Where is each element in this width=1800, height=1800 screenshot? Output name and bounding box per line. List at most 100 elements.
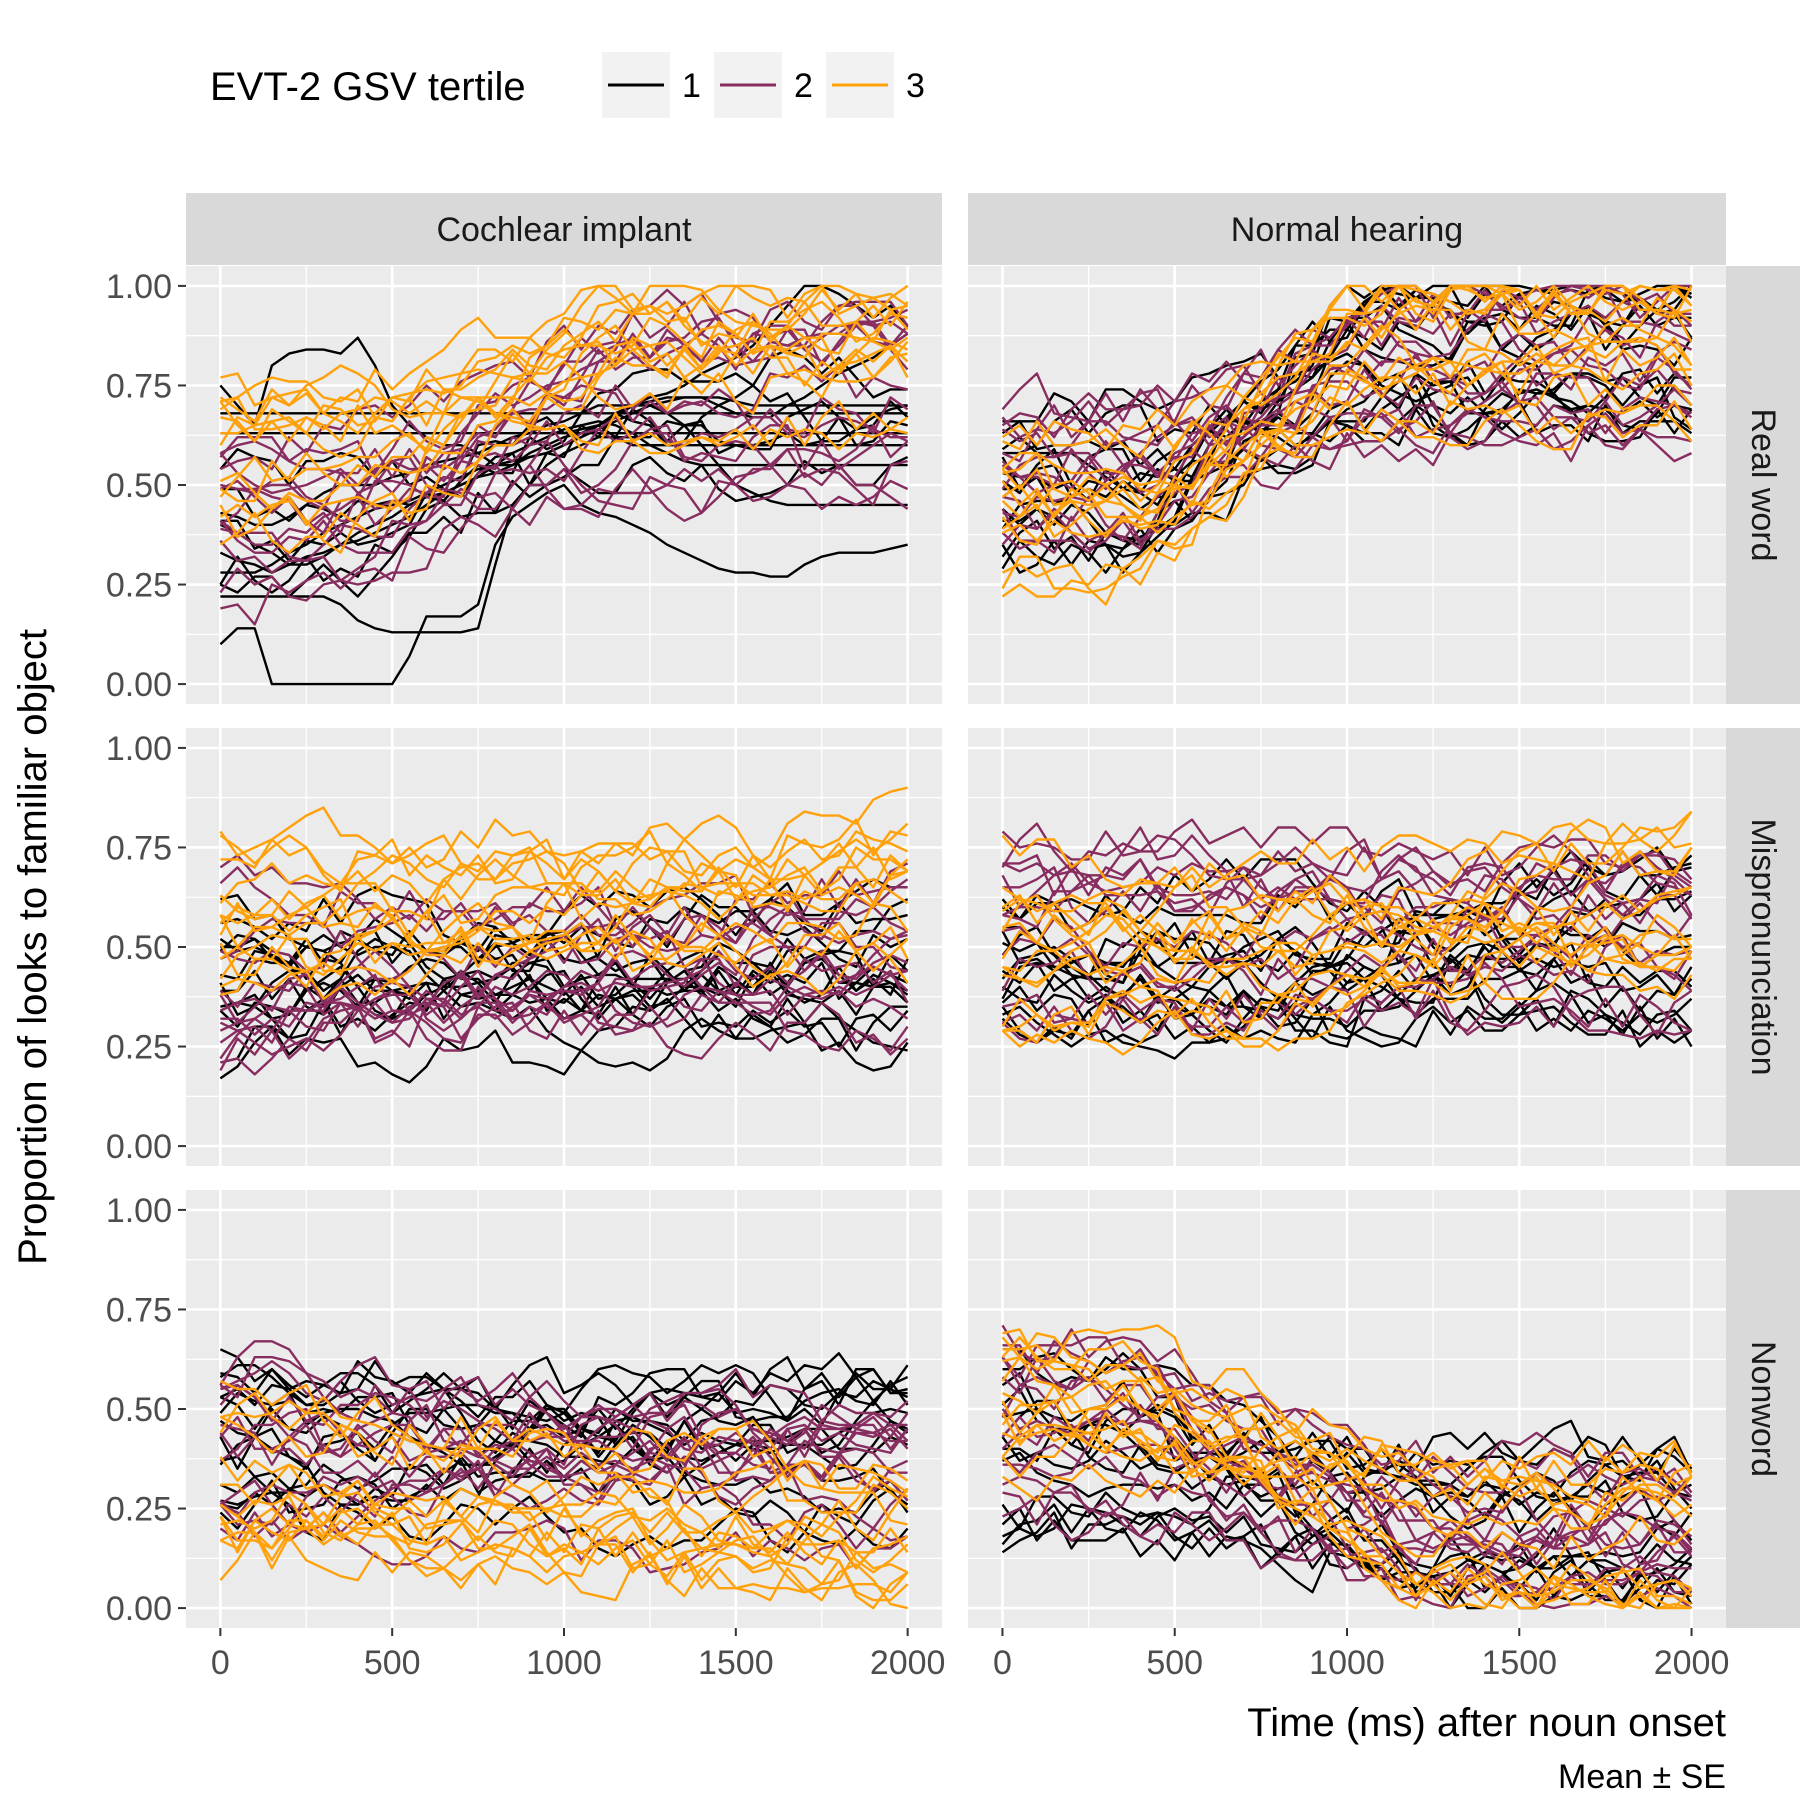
y-tick-label: 1.00 [106, 1192, 172, 1230]
series-line-tertile-2 [219, 424, 909, 602]
series-line-tertile-1 [1001, 404, 1693, 471]
series-line-tertile-1 [220, 436, 908, 634]
series-line-tertile-1 [219, 483, 908, 686]
series-line-tertile-2 [220, 416, 909, 562]
series-line-tertile-3 [1001, 810, 1693, 949]
series-line-tertile-3 [1002, 846, 1693, 977]
y-axis-title: Proportion of looks to familiar object [11, 629, 55, 1265]
series-line-tertile-1 [1002, 352, 1692, 455]
panel-cochlear-implant-mispronunciation [186, 728, 942, 1166]
series-line-tertile-1 [1001, 372, 1693, 491]
series-line-tertile-3 [1001, 1336, 1693, 1610]
y-tick-label: 1.00 [106, 268, 172, 306]
series-line-tertile-3 [1001, 1332, 1693, 1570]
y-tick-label: 0.75 [106, 1291, 172, 1329]
series-line-tertile-1 [219, 894, 908, 1012]
facet-strips: Cochlear implant Normal hearing Real word M… [186, 193, 1800, 1628]
x-tick-label: 1500 [1481, 1644, 1557, 1682]
strip-row-label: Nonword [1744, 1341, 1782, 1477]
strip-row-label: Mispronunciation [1744, 818, 1782, 1075]
series-line-tertile-2 [219, 1423, 908, 1526]
series-line-tertile-1 [1001, 1459, 1692, 1530]
series-line-tertile-3 [1001, 336, 1692, 594]
series-line-tertile-3 [1002, 304, 1693, 495]
strip-row-bg [1726, 1190, 1800, 1628]
series-line-tertile-3 [219, 929, 909, 977]
series-line-tertile-1 [1001, 985, 1693, 1048]
axes: 0.00 0.25 0.50 0.75 1.00 0.00 0.25 0.50 0.75 1.00… [106, 268, 1730, 1682]
x-tick-label: 1000 [1309, 1644, 1385, 1682]
series-line-tertile-3 [219, 284, 909, 538]
series-line-tertile-1 [1001, 929, 1693, 992]
series-line-tertile-2 [219, 436, 908, 511]
series-line-tertile-2 [1001, 1443, 1692, 1598]
series-line-tertile-3 [1002, 898, 1692, 957]
x-tick-label: 500 [1146, 1644, 1203, 1682]
y-tick-label: 0.00 [106, 666, 172, 704]
series-line-tertile-3 [1002, 1328, 1693, 1610]
series-line-tertile-3 [1001, 360, 1693, 519]
series-line-tertile-2 [219, 969, 908, 1056]
series-line-tertile-3 [219, 902, 909, 984]
x-axis-title: Time (ms) after noun onset [1247, 1701, 1726, 1745]
series-line-tertile-3 [219, 1391, 909, 1602]
series-line-tertile-3 [219, 846, 909, 1000]
panel-normal-hearing-nonword [968, 1190, 1726, 1628]
series-line-tertile-3 [1002, 949, 1693, 1004]
facet-panels [186, 266, 1726, 1628]
series-line-tertile-3 [1001, 316, 1693, 598]
series-line-tertile-3 [1001, 1419, 1693, 1538]
series-line-tertile-3 [1001, 284, 1693, 503]
y-tick-label: 0.50 [106, 1391, 172, 1429]
strip-column-label: Cochlear implant [436, 211, 692, 249]
series-line-tertile-1 [219, 384, 908, 598]
series-line-tertile-2 [219, 320, 909, 546]
y-tick-label: 1.00 [106, 730, 172, 768]
series-line-tertile-3 [1001, 810, 1693, 1040]
series-line-tertile-3 [1001, 1395, 1692, 1610]
y-tick-label: 0.50 [106, 467, 172, 505]
series-line-tertile-3 [1001, 1439, 1693, 1502]
strip-column-bg [968, 193, 1726, 265]
series-line-tertile-2 [1001, 396, 1693, 491]
panel-normal-hearing-mispronunciation [968, 728, 1726, 1166]
series-line-tertile-3 [219, 898, 909, 996]
legend: EVT-2 GSV tertile 1 2 3 [210, 52, 925, 118]
strip-row-label: Real word [1744, 408, 1782, 561]
series-line-tertile-2 [219, 1387, 909, 1455]
series-line-tertile-2 [1001, 348, 1693, 490]
series-line-tertile-2 [220, 364, 908, 626]
series-line-tertile-3 [219, 1459, 909, 1550]
strip-column-bg [186, 193, 942, 265]
series-line-tertile-3 [219, 1519, 908, 1610]
series-line-tertile-2 [219, 1511, 909, 1574]
series-line-tertile-3 [219, 1415, 909, 1494]
series-line-tertile-3 [220, 806, 909, 869]
series-line-tertile-3 [1001, 400, 1693, 538]
legend-entry-label: 3 [906, 67, 925, 105]
y-tick-label: 0.25 [106, 1491, 172, 1529]
panel-cochlear-implant-nonword [186, 1190, 942, 1628]
series-line-tertile-3 [220, 284, 909, 415]
series-line-tertile-3 [220, 1463, 909, 1574]
series-line-tertile-3 [1001, 284, 1692, 522]
series-line-tertile-2 [1002, 973, 1692, 1040]
series-line-tertile-3 [220, 822, 909, 996]
x-tick-label: 0 [993, 1644, 1012, 1682]
series-line-tertile-1 [1001, 372, 1693, 574]
series-line-tertile-2 [219, 1355, 909, 1423]
strip-row-bg [1726, 266, 1800, 704]
series-line-tertile-3 [219, 1495, 909, 1594]
series-line-tertile-3 [219, 1475, 909, 1581]
series-line-tertile-3 [1001, 933, 1693, 1056]
series-line-tertile-2 [219, 1355, 909, 1494]
y-tick-label: 0.25 [106, 1029, 172, 1067]
panel-cochlear-implant-real-word [186, 266, 942, 704]
series-line-tertile-1 [1001, 846, 1693, 1016]
series-line-tertile-2 [219, 866, 908, 973]
series-line-tertile-2 [1002, 858, 1693, 925]
series-line-tertile-1 [1001, 945, 1693, 1048]
series-line-tertile-2 [1001, 933, 1693, 1044]
x-tick-label: 1000 [526, 1644, 602, 1682]
series-line-tertile-3 [1002, 826, 1692, 1052]
